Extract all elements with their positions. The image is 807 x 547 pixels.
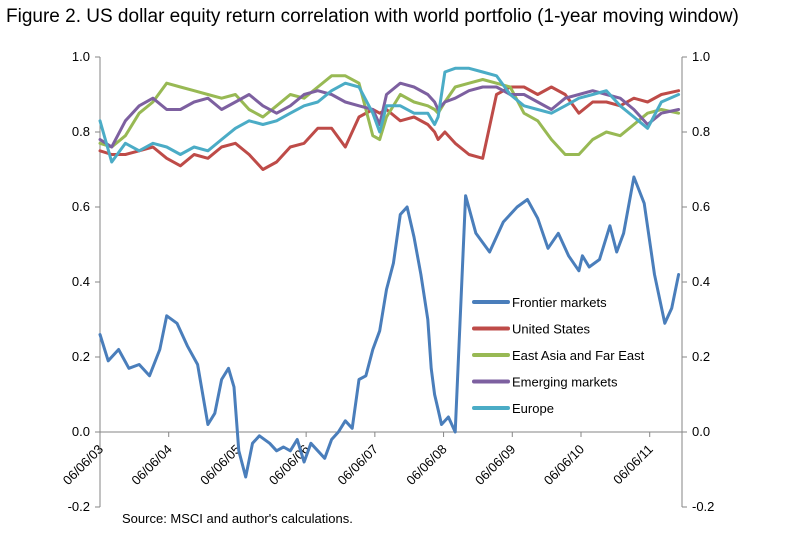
chart-title: Figure 2. US dollar equity return correl… [6,6,739,27]
y-tick-label-left: 0.6 [72,199,90,214]
y-tick-label-left: 0.0 [72,424,90,439]
x-tick-label: 06/06/08 [403,442,449,488]
series-layer [98,66,681,479]
source-note: Source: MSCI and author's calculations. [122,511,353,526]
x-tick-label: 06/06/10 [541,442,587,488]
series-line-east-asia-and-far-east [98,74,681,156]
x-tick-label: 06/06/11 [610,442,656,488]
legend-label-europe: Europe [512,401,554,416]
x-tick-label: 06/06/09 [472,442,518,488]
x-tick-label: 06/06/05 [197,442,243,488]
legend-label-frontier-markets: Frontier markets [512,295,607,310]
y-tick-label-left: 0.4 [72,274,90,289]
y-tick-label-right: 0.4 [692,274,710,289]
y-tick-label-right: 1.0 [692,49,710,64]
legend-label-emerging-markets: Emerging markets [512,375,618,390]
x-tick-label: 06/06/04 [128,442,174,488]
legend-label-east-asia-and-far-east: East Asia and Far East [512,348,645,363]
series-line-europe [98,66,681,164]
series-line-united-states [98,85,681,171]
y-tick-label-right: 0.2 [692,349,710,364]
y-tick-label-right: 0.6 [692,199,710,214]
legend-label-united-states: United States [512,322,591,337]
y-tick-label-right: 0.0 [692,424,710,439]
y-tick-label-left: 0.8 [72,124,90,139]
y-tick-label-right: 0.8 [692,124,710,139]
y-tick-label-left: 1.0 [72,49,90,64]
x-tick-label: 06/06/03 [60,442,106,488]
series-line-frontier-markets [98,175,681,479]
legend: Frontier markets United States East Asia a… [472,295,645,416]
y-tick-label-left: -0.2 [68,499,90,514]
x-tick-label: 06/06/07 [335,442,381,488]
y-tick-label-right: -0.2 [692,499,714,514]
y-tick-label-left: 0.2 [72,349,90,364]
series-line-emerging-markets [98,81,681,149]
